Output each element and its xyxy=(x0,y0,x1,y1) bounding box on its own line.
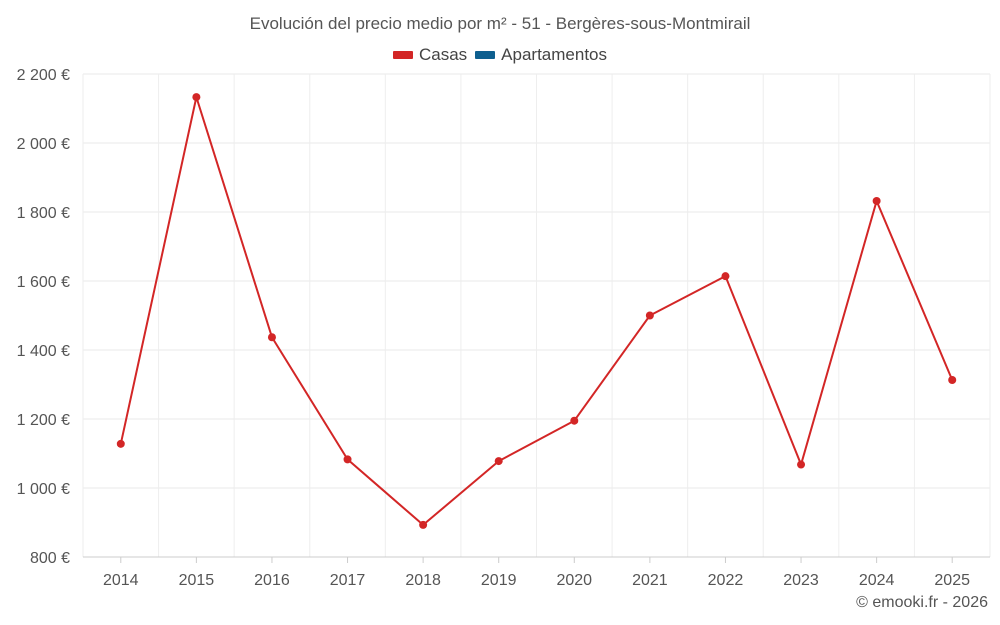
data-point-casas xyxy=(570,416,579,425)
y-tick-label: 1 400 € xyxy=(17,343,70,360)
data-point-casas xyxy=(267,333,276,342)
legend-label-apartamentos: Apartamentos xyxy=(501,45,608,64)
data-point-casas xyxy=(419,520,428,529)
data-point-casas xyxy=(797,460,806,469)
series-line-casas xyxy=(119,96,954,526)
legend-label-casas: Casas xyxy=(418,45,468,64)
data-point-casas xyxy=(721,272,730,281)
y-tick-label: 2 000 € xyxy=(17,136,70,153)
chart-title: Evolución del precio medio por m² - 51 -… xyxy=(249,14,751,33)
legend-item-casas[interactable]: Casas xyxy=(392,45,468,65)
x-tick-label: 2022 xyxy=(708,572,744,589)
x-tick-label: 2019 xyxy=(481,572,517,589)
legend-item-apartamentos[interactable]: Apartamentos xyxy=(475,45,607,65)
data-point-casas xyxy=(645,311,654,320)
x-tick-label: 2017 xyxy=(330,572,366,589)
x-tick-label: 2023 xyxy=(783,572,819,589)
legend: Casas Apartamentos xyxy=(0,45,1000,65)
data-point-casas xyxy=(872,196,881,205)
y-tick-label: 1 200 € xyxy=(17,412,70,429)
x-tick-label: 2025 xyxy=(934,572,970,589)
credit-text: © emooki.fr - 2026 xyxy=(856,594,988,611)
x-tick-label: 2018 xyxy=(405,572,441,589)
x-tick-label: 2021 xyxy=(632,572,668,589)
y-tick-label: 2 200 € xyxy=(17,67,70,84)
data-point-casas xyxy=(494,457,503,466)
y-tick-label: 1 800 € xyxy=(17,205,70,222)
x-tick-label: 2024 xyxy=(859,572,895,589)
legend-swatch-casas xyxy=(392,51,413,59)
legend-swatch-apartamentos xyxy=(475,51,496,59)
data-point-casas xyxy=(192,93,201,102)
y-tick-label: 1 600 € xyxy=(17,274,70,291)
data-point-casas xyxy=(116,439,125,448)
data-point-casas xyxy=(948,376,957,385)
y-tick-label: 1 000 € xyxy=(17,481,70,498)
data-point-casas xyxy=(343,455,352,464)
x-tick-label: 2015 xyxy=(179,572,215,589)
y-tick-label: 800 € xyxy=(30,550,70,567)
x-tick-label: 2014 xyxy=(103,572,139,589)
x-tick-label: 2016 xyxy=(254,572,290,589)
x-tick-label: 2020 xyxy=(556,572,592,589)
